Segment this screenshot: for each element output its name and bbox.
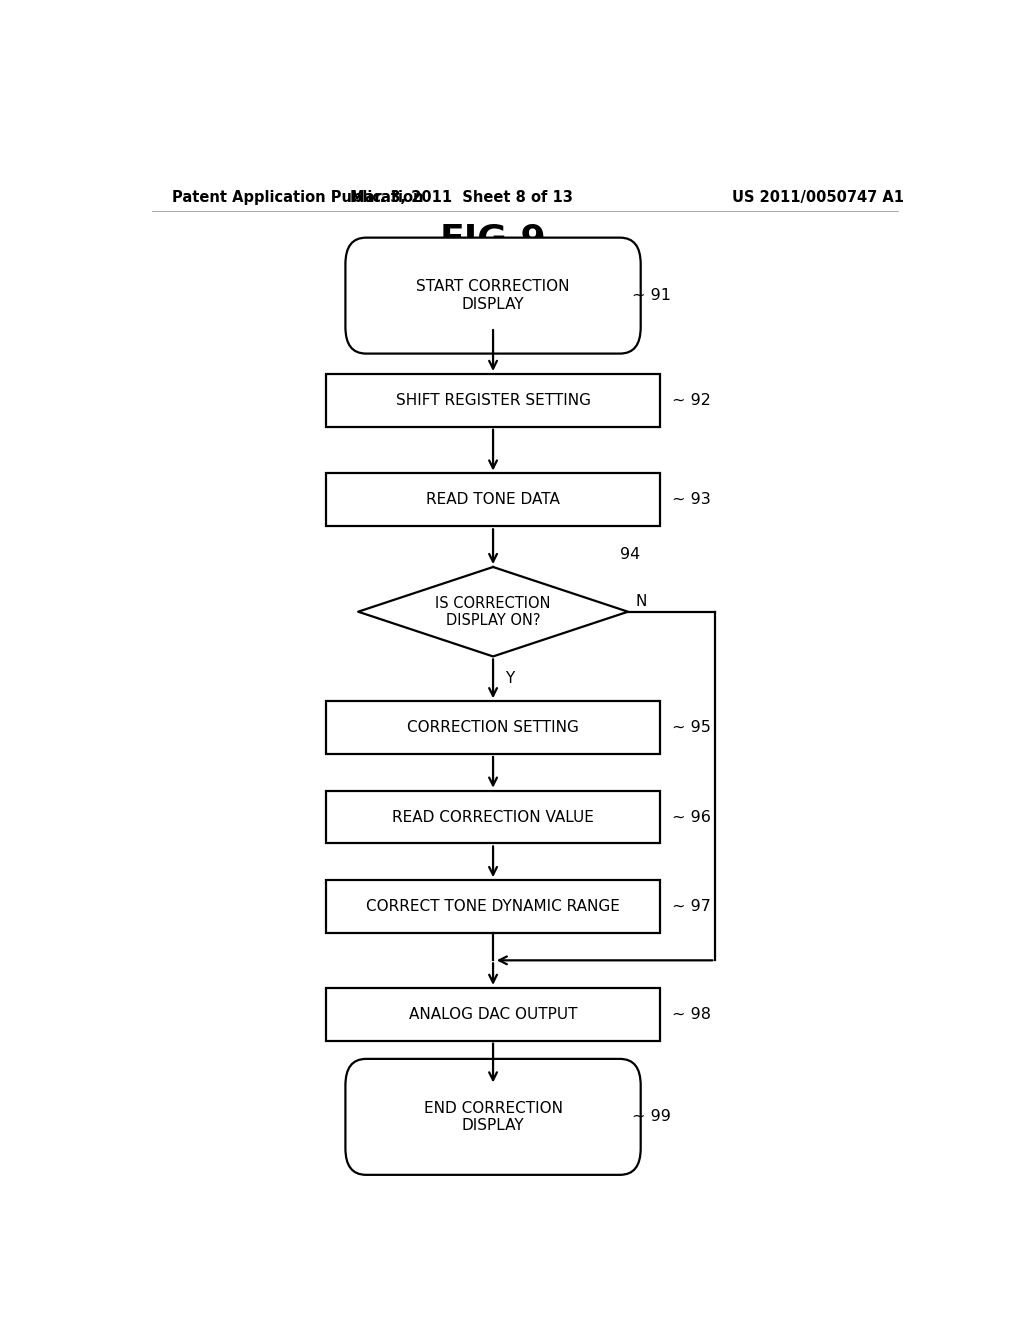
Text: READ TONE DATA: READ TONE DATA (426, 492, 560, 507)
FancyBboxPatch shape (345, 1059, 641, 1175)
Text: ~ 92: ~ 92 (672, 393, 711, 408)
Text: CORRECT TONE DYNAMIC RANGE: CORRECT TONE DYNAMIC RANGE (367, 899, 620, 913)
Bar (327, 701, 659, 754)
Text: US 2011/0050747 A1: US 2011/0050747 A1 (732, 190, 904, 205)
Text: IS CORRECTION
DISPLAY ON?: IS CORRECTION DISPLAY ON? (435, 595, 551, 628)
Text: ~ 91: ~ 91 (632, 288, 671, 304)
Bar (327, 791, 659, 843)
Text: ~ 96: ~ 96 (672, 809, 711, 825)
Text: ~ 93: ~ 93 (672, 492, 711, 507)
Bar (327, 987, 659, 1040)
Text: ~ 95: ~ 95 (672, 721, 711, 735)
Text: ~ 99: ~ 99 (632, 1109, 671, 1125)
Polygon shape (358, 568, 628, 656)
Text: 94: 94 (620, 546, 640, 562)
Bar (327, 474, 659, 527)
Text: ~ 97: ~ 97 (672, 899, 711, 913)
Text: START CORRECTION
DISPLAY: START CORRECTION DISPLAY (417, 280, 569, 312)
Text: END CORRECTION
DISPLAY: END CORRECTION DISPLAY (424, 1101, 562, 1133)
Text: ~ 98: ~ 98 (672, 1007, 711, 1022)
Text: Mar. 3, 2011  Sheet 8 of 13: Mar. 3, 2011 Sheet 8 of 13 (350, 190, 572, 205)
Text: ANALOG DAC OUTPUT: ANALOG DAC OUTPUT (409, 1007, 578, 1022)
Bar (327, 374, 659, 426)
Text: Patent Application Publication: Patent Application Publication (172, 190, 423, 205)
FancyBboxPatch shape (345, 238, 641, 354)
Text: FIG.9: FIG.9 (439, 223, 547, 256)
Text: Y: Y (505, 672, 514, 686)
Text: READ CORRECTION VALUE: READ CORRECTION VALUE (392, 809, 594, 825)
Bar (327, 880, 659, 933)
Text: N: N (636, 594, 647, 609)
Text: CORRECTION SETTING: CORRECTION SETTING (408, 721, 579, 735)
Text: SHIFT REGISTER SETTING: SHIFT REGISTER SETTING (395, 393, 591, 408)
